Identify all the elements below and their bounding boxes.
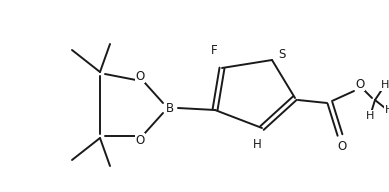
Text: H: H xyxy=(385,105,389,115)
Text: O: O xyxy=(337,141,347,153)
Text: F: F xyxy=(211,44,217,56)
Text: S: S xyxy=(278,49,286,61)
Text: O: O xyxy=(135,70,145,83)
Text: H: H xyxy=(381,80,389,90)
Text: O: O xyxy=(135,133,145,146)
Text: H: H xyxy=(366,111,374,121)
Text: H: H xyxy=(252,137,261,151)
Text: B: B xyxy=(166,102,174,114)
Text: O: O xyxy=(356,78,364,90)
